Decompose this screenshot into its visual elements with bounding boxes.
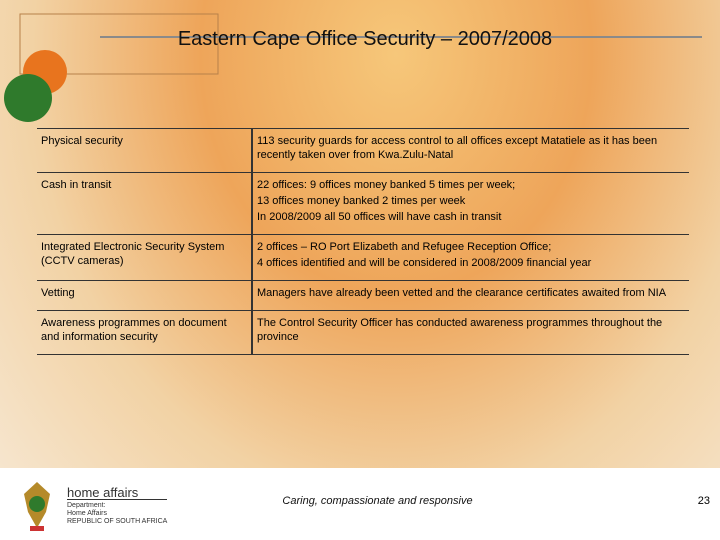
row-detail: Managers have already been vetted and th… xyxy=(252,280,689,311)
detail-line: The Control Security Officer has conduct… xyxy=(257,317,663,343)
table-row: Integrated Electronic Security System (C… xyxy=(37,234,689,281)
department: Department: Home Affairs REPUBLIC OF SOU… xyxy=(67,502,177,526)
dept-line: Department: xyxy=(67,502,106,509)
row-label: Awareness programmes on document and inf… xyxy=(37,310,253,355)
detail-line: 22 offices: 9 offices money banked 5 tim… xyxy=(257,179,516,191)
dept-line: Home Affairs xyxy=(67,510,107,517)
detail-line: 4 offices identified and will be conside… xyxy=(257,257,592,269)
row-detail: The Control Security Officer has conduct… xyxy=(252,310,689,355)
table-row: Physical security 113 security guards for… xyxy=(37,128,689,173)
detail-line: 13 offices money banked 2 times per week xyxy=(257,195,466,207)
footer xyxy=(0,468,720,540)
tagline: Caring, compassionate and responsive xyxy=(282,495,473,507)
table-row: Awareness programmes on document and inf… xyxy=(37,310,689,355)
brand: home affairs xyxy=(67,485,139,500)
row-label: Integrated Electronic Security System (C… xyxy=(37,234,253,281)
detail-line: In 2008/2009 all 50 offices will have ca… xyxy=(257,211,502,223)
detail-line: 2 offices – RO Port Elizabeth and Refuge… xyxy=(257,241,552,253)
green-circle xyxy=(4,74,52,122)
row-label: Physical security xyxy=(37,128,253,173)
row-detail: 2 offices – RO Port Elizabeth and Refuge… xyxy=(252,234,689,281)
decoration xyxy=(4,13,219,122)
security-table: Physical security 113 security guards for… xyxy=(37,128,689,355)
detail-line: 113 security guards for access control t… xyxy=(257,135,658,161)
brand-rule xyxy=(67,499,167,500)
table-row: Cash in transit 22 offices: 9 offices mon… xyxy=(37,172,689,235)
row-detail: 22 offices: 9 offices money banked 5 tim… xyxy=(252,172,689,235)
title-rule xyxy=(100,36,702,38)
page-number: 23 xyxy=(697,495,710,507)
frame xyxy=(19,13,219,75)
row-detail: 113 security guards for access control t… xyxy=(252,128,689,173)
coat-of-arms xyxy=(24,482,50,531)
dept-line: REPUBLIC OF SOUTH AFRICA xyxy=(67,518,168,525)
row-label: Vetting xyxy=(37,280,253,311)
detail-line: Managers have already been vetted and th… xyxy=(257,287,667,299)
table-row: Vetting Managers have already been vetted… xyxy=(37,280,689,311)
row-label: Cash in transit xyxy=(37,172,253,235)
title: Eastern Cape Office Security – 2007/2008 xyxy=(177,28,553,50)
